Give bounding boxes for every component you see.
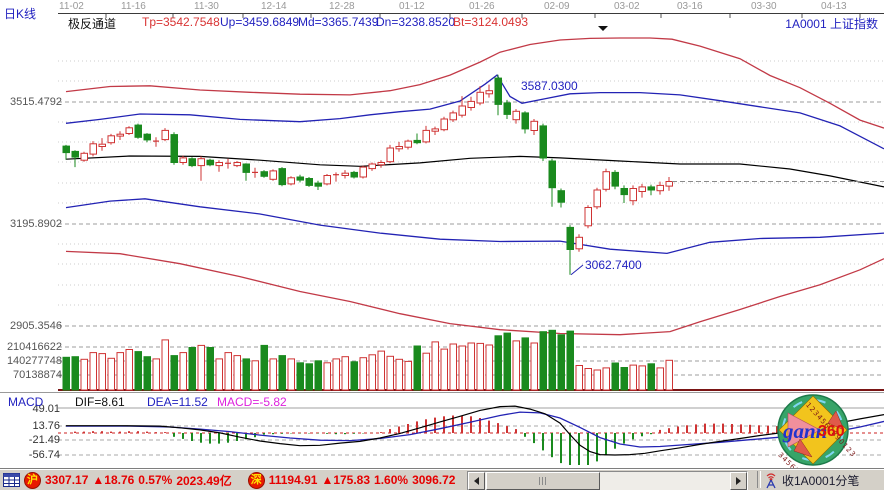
sz-index-value: 11194.91 [268, 473, 318, 487]
scroll-left-button[interactable] [468, 472, 485, 490]
dif-value: DIF=8.61 [75, 395, 125, 409]
status-divider [757, 471, 761, 488]
left-arrow-icon [470, 477, 479, 485]
sh-index-value: 3307.17 [45, 473, 89, 487]
status-bar: 沪 3307.17 ▲18.76 0.57% 2023.49亿 深 11194.… [0, 468, 884, 490]
sh-index-pct: 0.57% [138, 473, 173, 487]
sz-index-amount: 3096.72 [412, 473, 456, 487]
antenna-icon [766, 473, 776, 489]
gann360-logo: 1234567890123 34567890 gann 360 [776, 393, 857, 488]
right-arrow-icon [736, 477, 745, 485]
low-annotation: 3062.7400 [585, 258, 642, 272]
high-annotation: 3587.0300 [521, 79, 578, 93]
gann360-logo-graphic [777, 394, 849, 466]
scrollbar-thumb[interactable] [486, 472, 600, 490]
macd-value: MACD=-5.82 [217, 395, 287, 409]
scroll-right-button[interactable] [730, 472, 747, 490]
horizontal-scrollbar[interactable] [467, 471, 748, 490]
bt-value: Bt=3124.0493 [453, 15, 529, 29]
dea-value: DEA=11.52 [147, 395, 208, 409]
sz-index-pct: 1.60% [374, 473, 409, 487]
macd-panel-label[interactable]: MACD [8, 395, 44, 409]
sh-market-badge[interactable]: 沪 [24, 471, 41, 489]
dn-value: Dn=3238.8520 [376, 15, 456, 29]
symbol-label: 1A0001 上证指数 [785, 17, 878, 31]
logo-360-text: 360 [818, 423, 845, 440]
logo-gann-text: gann [783, 419, 828, 443]
market-summary: 沪 3307.17 ▲18.76 0.57% 2023.49亿 深 11194.… [3, 471, 455, 489]
tick-mode-label[interactable]: 收1A0001分笔 [782, 474, 860, 488]
md-value: Md=3365.7439 [298, 15, 379, 29]
indicator-name[interactable]: 极反通道 [68, 17, 117, 31]
calendar-grid-icon[interactable] [3, 472, 20, 488]
sz-index-change: ▲175.83 [321, 473, 371, 487]
tp-value: Tp=3542.7548 [142, 15, 220, 29]
sz-market-badge[interactable]: 深 [247, 471, 265, 489]
scrollbar-grip-icon [539, 477, 548, 485]
kline-type-label: 日K线 [4, 7, 37, 21]
sh-index-amount: 2023.49亿 [176, 473, 232, 488]
kline-chart[interactable] [0, 0, 884, 468]
up-value: Up=3459.6849 [220, 15, 300, 29]
sh-index-change: ▲18.76 [92, 473, 135, 487]
